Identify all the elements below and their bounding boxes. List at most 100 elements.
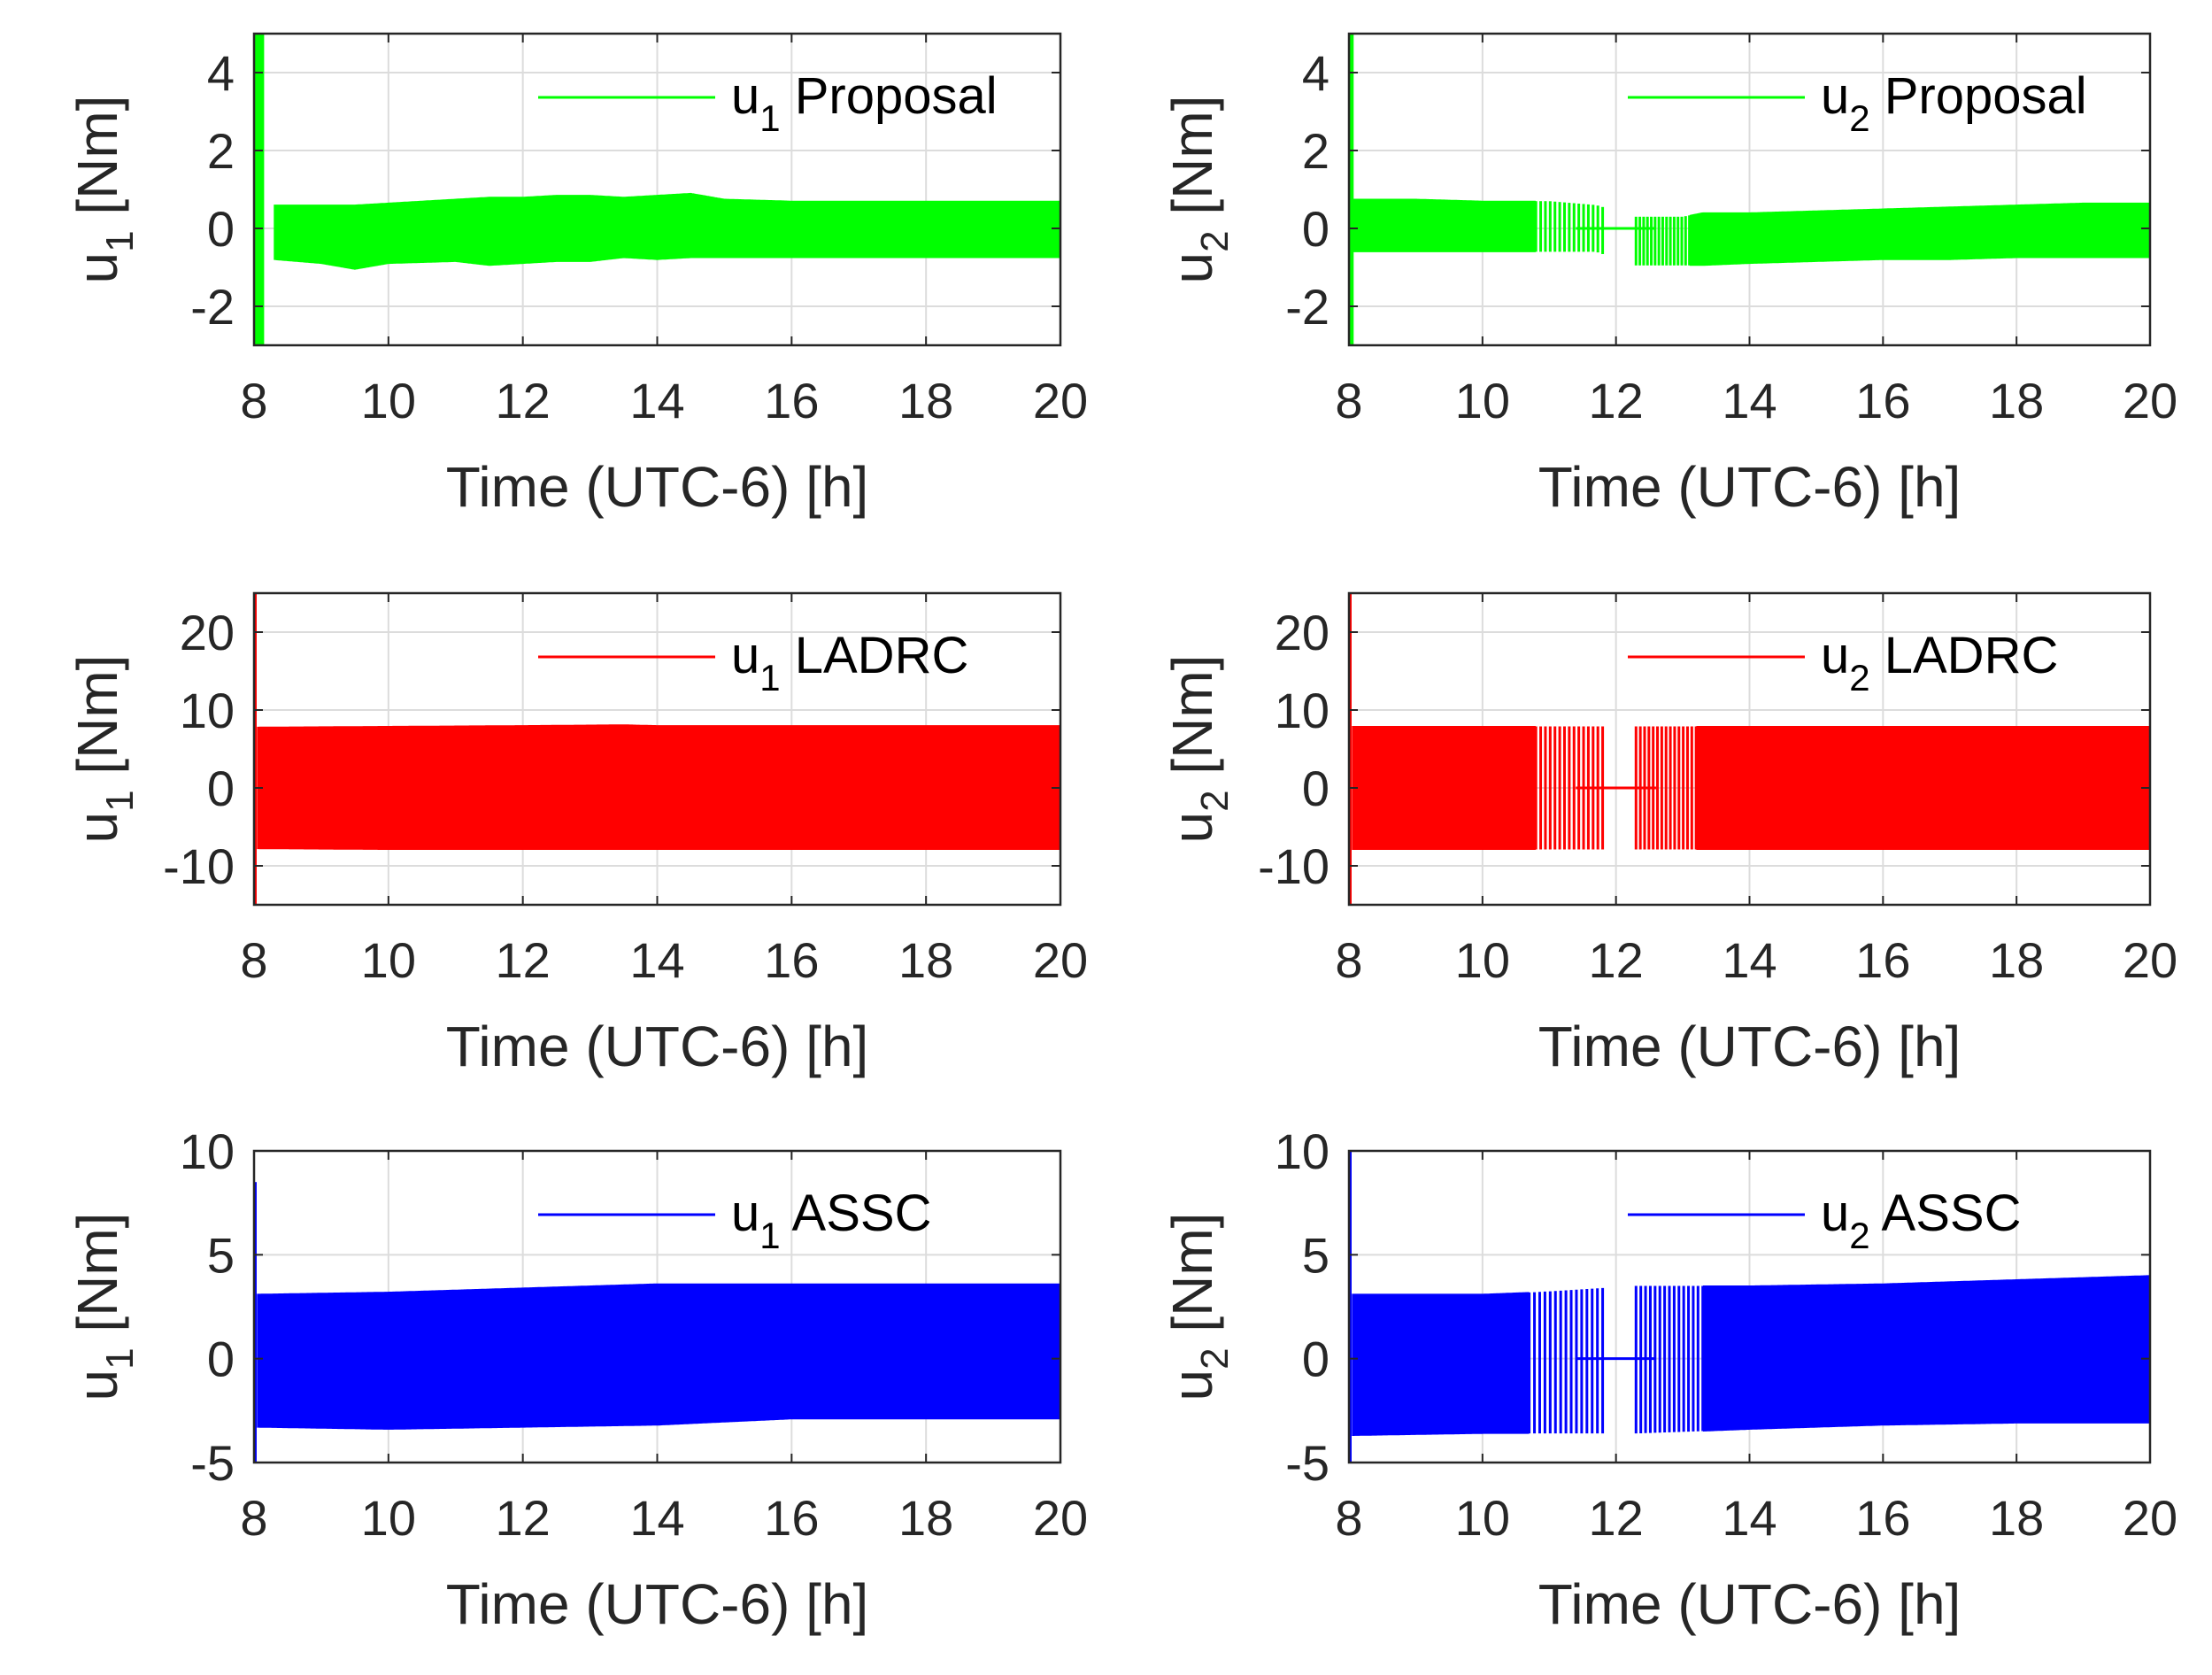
series-initial-transient: [254, 1182, 257, 1463]
y-axis-label-subscript: 2: [1193, 790, 1237, 811]
series-u2-proposal: [1349, 34, 2150, 345]
legend-label-text: Proposal: [781, 67, 998, 125]
x-tick-label: 18: [1989, 373, 2044, 428]
y-axis-label-subscript: 2: [1193, 230, 1237, 251]
y-axis-label: u2 [Nm]: [1160, 96, 1237, 284]
y-tick-label: 2: [207, 123, 235, 179]
y-tick-label: 10: [180, 683, 235, 738]
x-axis-label: Time (UTC-6) [h]: [1538, 1572, 1962, 1636]
x-tick-label: 10: [361, 932, 416, 988]
y-tick-label: -2: [1285, 279, 1330, 335]
x-tick-label: 20: [1033, 373, 1088, 428]
y-axis-label-unit: [Nm]: [66, 96, 129, 231]
series-band: [257, 1283, 1060, 1430]
x-tick-label: 8: [1335, 373, 1362, 428]
legend-label: u2 LADRC: [1821, 627, 2058, 699]
y-axis-label-unit: [Nm]: [1160, 1213, 1224, 1348]
legend-label-symbol: u: [731, 627, 759, 684]
series-band: [274, 192, 1060, 270]
y-tick-label: 0: [1302, 201, 1330, 257]
chart-panel-4: 8 10 12 14 16 18 20 -10 0 10 20 Time (UTC-6) [h] u2 …: [1160, 591, 2177, 1078]
x-tick-label: 20: [1033, 1490, 1088, 1546]
legend-label-subscript: 1: [759, 97, 780, 139]
series-initial-transient: [254, 593, 257, 905]
series-u2-ladrc: [1349, 593, 2150, 905]
x-tick-label: 14: [629, 1490, 684, 1546]
x-tick-label: 14: [1722, 932, 1777, 988]
y-axis-label-symbol: u: [66, 812, 129, 844]
x-tick-label: 12: [1589, 373, 1644, 428]
x-tick-label: 18: [1989, 1490, 2044, 1546]
x-tick-label: 18: [1989, 932, 2044, 988]
series-band: [1352, 1292, 1530, 1436]
y-tick-label: 0: [207, 1332, 235, 1387]
series-band: [1696, 726, 2150, 850]
x-tick-label: 20: [2123, 1490, 2177, 1546]
y-tick-label: 0: [1302, 760, 1330, 816]
y-axis-label-subscript: 2: [1193, 1347, 1237, 1369]
x-axis-label: Time (UTC-6) [h]: [1538, 455, 1962, 519]
legend-label-text: ASSC: [1870, 1185, 2022, 1242]
y-axis-label-unit: [Nm]: [66, 1213, 129, 1348]
series-band: [1352, 198, 1536, 252]
series-band: [1689, 202, 2150, 266]
legend-label: u2 Proposal: [1821, 67, 2087, 139]
y-axis-label-symbol: u: [1160, 252, 1224, 284]
y-tick-label: 4: [1302, 45, 1330, 101]
x-tick-label: 12: [496, 932, 551, 988]
y-tick-label: -5: [1285, 1435, 1330, 1491]
x-tick-label: 14: [629, 932, 684, 988]
y-axis-label: u1 [Nm]: [66, 1213, 142, 1401]
series-band: [1703, 1275, 2150, 1432]
y-tick-label: -5: [190, 1435, 235, 1491]
x-tick-label: 10: [1455, 932, 1510, 988]
x-axis-label: Time (UTC-6) [h]: [446, 1572, 869, 1636]
y-tick-label: 5: [1302, 1227, 1330, 1283]
x-tick-label: 8: [240, 373, 267, 428]
y-tick-label: 5: [207, 1227, 235, 1283]
x-axis-label: Time (UTC-6) [h]: [446, 1015, 869, 1078]
chart-panel-3: 8 10 12 14 16 18 20 -10 0 10 20 Time (UTC-6) [h] u1 …: [66, 591, 1088, 1078]
x-tick-label: 8: [240, 1490, 267, 1546]
x-tick-label: 20: [1033, 932, 1088, 988]
x-tick-label: 8: [240, 932, 267, 988]
y-axis-label: u2 [Nm]: [1160, 1213, 1237, 1401]
legend-label-subscript: 2: [1849, 97, 1869, 139]
x-tick-label: 8: [1335, 1490, 1362, 1546]
legend-label: u2 ASSC: [1821, 1185, 2021, 1256]
x-tick-label: 10: [361, 1490, 416, 1546]
x-axis-label: Time (UTC-6) [h]: [1538, 1015, 1962, 1078]
y-axis-label-symbol: u: [66, 252, 129, 284]
y-tick-label: 0: [1302, 1332, 1330, 1387]
x-tick-label: 16: [1855, 1490, 1910, 1546]
y-axis-label-subscript: 1: [98, 790, 142, 811]
y-tick-label: -10: [1258, 838, 1330, 894]
x-tick-label: 16: [764, 932, 819, 988]
y-tick-label: 0: [207, 760, 235, 816]
y-tick-label: 4: [207, 45, 235, 101]
series-initial-transient: [1349, 1151, 1352, 1463]
legend-label-subscript: 2: [1849, 657, 1869, 699]
y-tick-label: 0: [207, 201, 235, 257]
legend-label: u1 ASSC: [731, 1185, 931, 1256]
x-tick-label: 14: [1722, 373, 1777, 428]
x-tick-label: 14: [1722, 1490, 1777, 1546]
x-tick-label: 16: [1855, 373, 1910, 428]
legend-label-subscript: 1: [759, 657, 780, 699]
y-axis-label-subscript: 1: [98, 230, 142, 251]
legend-label-text: LADRC: [781, 627, 969, 684]
series-initial-transient: [1349, 593, 1352, 905]
series-band: [1352, 726, 1536, 850]
legend-label-symbol: u: [1821, 627, 1849, 684]
legend-label-text: LADRC: [1870, 627, 2059, 684]
x-tick-label: 10: [361, 373, 416, 428]
legend-label-symbol: u: [1821, 1185, 1849, 1242]
legend-label-text: ASSC: [781, 1185, 932, 1242]
legend-label: u1 Proposal: [731, 67, 998, 139]
y-tick-label: 10: [180, 1123, 235, 1179]
x-tick-label: 12: [1589, 932, 1644, 988]
